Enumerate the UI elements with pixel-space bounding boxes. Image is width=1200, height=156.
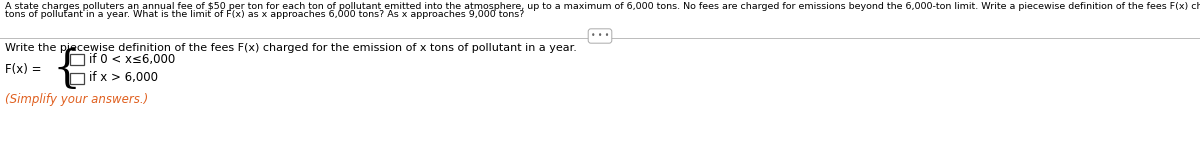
Text: Write the piecewise definition of the fees F(x) charged for the emission of x to: Write the piecewise definition of the fe… bbox=[5, 43, 577, 53]
Text: • • •: • • • bbox=[590, 32, 610, 41]
Text: tons of pollutant in a year. What is the limit of F(x) as x approaches 6,000 ton: tons of pollutant in a year. What is the… bbox=[5, 10, 524, 19]
Text: F(x) =: F(x) = bbox=[5, 63, 46, 76]
FancyBboxPatch shape bbox=[70, 54, 84, 64]
Text: (Simplify your answers.): (Simplify your answers.) bbox=[5, 93, 149, 106]
Text: if x > 6,000: if x > 6,000 bbox=[89, 71, 158, 85]
Text: {: { bbox=[52, 47, 80, 91]
FancyBboxPatch shape bbox=[70, 73, 84, 83]
Text: if 0 < x≤6,000: if 0 < x≤6,000 bbox=[89, 53, 175, 66]
Text: A state charges polluters an annual fee of $50 per ton for each ton of pollutant: A state charges polluters an annual fee … bbox=[5, 2, 1200, 11]
